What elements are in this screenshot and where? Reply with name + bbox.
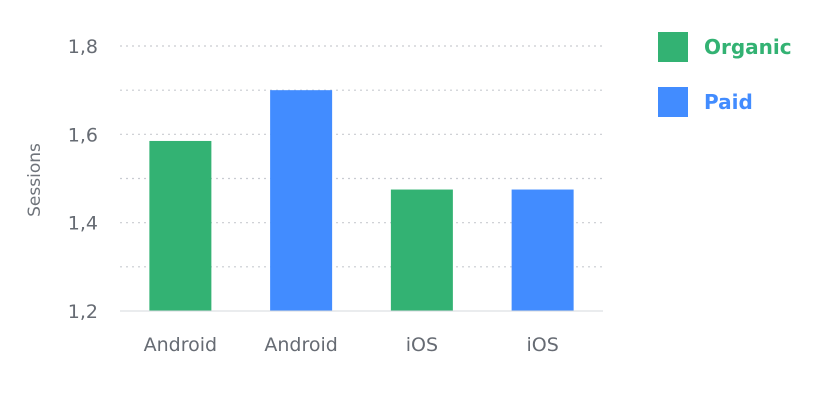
x-tick-label: iOS — [406, 334, 438, 356]
x-tick-label: Android — [144, 334, 217, 356]
y-tick-label: 1,4 — [68, 213, 98, 235]
y-tick-label: 1,2 — [68, 301, 98, 323]
bar-organic[interactable] — [149, 140, 212, 311]
x-tick-labels: Android Android iOS iOS — [144, 334, 559, 356]
legend-swatch-paid — [658, 87, 688, 117]
bar-paid[interactable] — [511, 189, 574, 311]
bars — [149, 90, 574, 312]
y-tick-label: 1,8 — [68, 36, 98, 58]
bar-organic[interactable] — [390, 189, 453, 311]
legend-label-paid: Paid — [704, 90, 753, 114]
legend-item-paid[interactable]: Paid — [658, 86, 792, 118]
y-tick-labels: 1,2 1,4 1,6 1,8 — [68, 36, 98, 323]
legend: Organic Paid — [658, 31, 792, 141]
x-tick-label: iOS — [526, 334, 558, 356]
y-tick-label: 1,6 — [68, 124, 98, 146]
x-tick-label: Android — [264, 334, 337, 356]
legend-item-organic[interactable]: Organic — [658, 31, 792, 63]
legend-swatch-organic — [658, 32, 688, 62]
y-axis-label: Sessions — [25, 143, 45, 217]
legend-label-organic: Organic — [704, 35, 792, 59]
bar-paid[interactable] — [270, 90, 333, 312]
